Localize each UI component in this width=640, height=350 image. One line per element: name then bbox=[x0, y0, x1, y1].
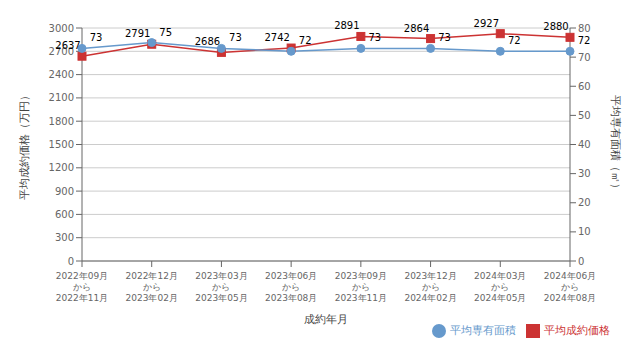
svg-text:20: 20 bbox=[578, 197, 591, 208]
svg-text:80: 80 bbox=[578, 23, 591, 34]
svg-text:2023年09月から2023年11月: 2023年09月から2023年11月 bbox=[335, 271, 387, 303]
svg-text:2864: 2864 bbox=[404, 23, 429, 34]
svg-text:73: 73 bbox=[90, 32, 103, 43]
svg-text:平均専有面積（㎡）: 平均専有面積（㎡） bbox=[609, 95, 622, 194]
svg-text:2024年03月から2024年05月: 2024年03月から2024年05月 bbox=[474, 271, 526, 303]
svg-text:600: 600 bbox=[55, 209, 74, 220]
svg-text:73: 73 bbox=[368, 32, 381, 43]
svg-text:2023年06月から2023年08月: 2023年06月から2023年08月 bbox=[265, 271, 317, 303]
svg-text:0: 0 bbox=[68, 256, 74, 267]
svg-text:1200: 1200 bbox=[49, 162, 74, 173]
svg-text:2022年12月から2023年02月: 2022年12月から2023年02月 bbox=[126, 271, 178, 303]
svg-text:50: 50 bbox=[578, 110, 591, 121]
svg-text:40: 40 bbox=[578, 139, 591, 150]
svg-text:72: 72 bbox=[578, 35, 591, 46]
svg-text:300: 300 bbox=[55, 232, 74, 243]
svg-text:2927: 2927 bbox=[474, 18, 499, 29]
svg-text:2022年09月から2022年11月: 2022年09月から2022年11月 bbox=[56, 271, 108, 303]
svg-text:2400: 2400 bbox=[49, 69, 74, 80]
svg-text:70: 70 bbox=[578, 52, 591, 63]
svg-text:0: 0 bbox=[578, 256, 584, 267]
html-text:平均成約価格: 平均成約価格 bbox=[544, 324, 610, 337]
svg-text:1500: 1500 bbox=[49, 139, 74, 150]
svg-text:2880: 2880 bbox=[543, 21, 568, 32]
svg-text:60: 60 bbox=[578, 81, 591, 92]
svg-text:30: 30 bbox=[578, 168, 591, 179]
svg-text:2023年12月から2024年02月: 2023年12月から2024年02月 bbox=[404, 271, 456, 303]
svg-text:900: 900 bbox=[55, 186, 74, 197]
svg-text:72: 72 bbox=[299, 35, 312, 46]
svg-text:2100: 2100 bbox=[49, 92, 74, 103]
svg-text:75: 75 bbox=[159, 27, 172, 38]
svg-text:2791: 2791 bbox=[125, 28, 150, 39]
svg-text:73: 73 bbox=[438, 32, 451, 43]
svg-text:1800: 1800 bbox=[49, 116, 74, 127]
svg-text:2742: 2742 bbox=[264, 32, 289, 43]
svg-text:平均成約価格（万円）: 平均成約価格（万円） bbox=[18, 90, 31, 200]
svg-text:2891: 2891 bbox=[334, 20, 359, 31]
svg-text:成約年月: 成約年月 bbox=[304, 313, 348, 326]
svg-text:73: 73 bbox=[229, 32, 242, 43]
html-text:平均専有面積: 平均専有面積 bbox=[450, 324, 516, 337]
svg-text:10: 10 bbox=[578, 226, 591, 237]
svg-text:2023年03月から2023年05月: 2023年03月から2023年05月 bbox=[195, 271, 247, 303]
svg-text:3000: 3000 bbox=[49, 23, 74, 34]
svg-text:72: 72 bbox=[508, 35, 521, 46]
svg-text:2700: 2700 bbox=[48, 45, 74, 57]
svg-text:2637: 2637 bbox=[55, 40, 80, 51]
svg-text:2686: 2686 bbox=[195, 36, 220, 47]
svg-text:2024年06月から2024年08月: 2024年06月から2024年08月 bbox=[544, 271, 596, 303]
